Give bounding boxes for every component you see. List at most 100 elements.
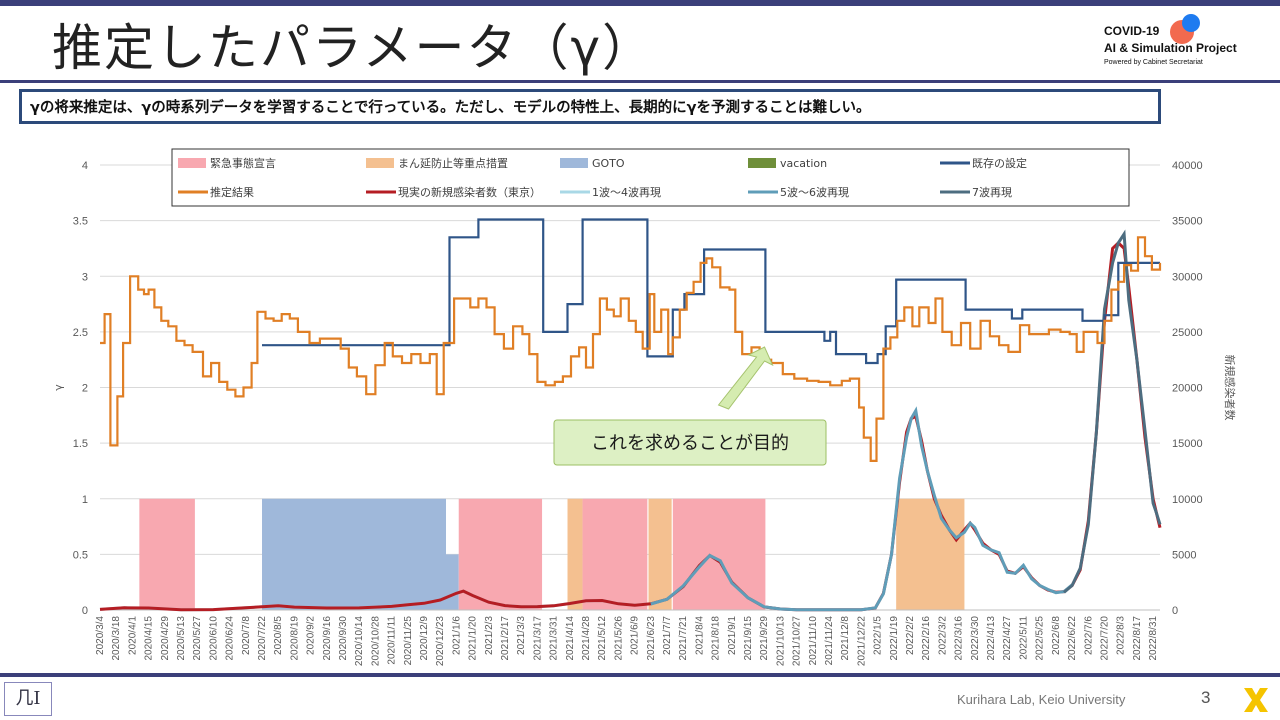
legend-label: 1波～4波再現 bbox=[592, 186, 661, 199]
region-bar bbox=[139, 498, 195, 610]
y-left-tick-label: 0 bbox=[82, 605, 88, 617]
legend-label: GOTO bbox=[592, 157, 625, 170]
y-right-axis-title: 新規感染者数 bbox=[1223, 355, 1237, 421]
x-tick-label: 2022/6/22 bbox=[1067, 616, 1078, 661]
x-tick-label: 2020/7/22 bbox=[257, 616, 268, 661]
x-tick-label: 2022/3/2 bbox=[937, 616, 948, 655]
x-tick-label: 2021/7/7 bbox=[662, 616, 673, 655]
region-bar bbox=[896, 498, 965, 610]
x-tick-label: 2021/10/13 bbox=[775, 616, 786, 666]
y-left-tick-label: 2.5 bbox=[73, 327, 88, 339]
title-rule bbox=[0, 80, 1280, 83]
legend-swatch bbox=[178, 158, 206, 168]
y-left-tick-label: 4 bbox=[82, 160, 88, 172]
x-tick-label: 2020/9/2 bbox=[306, 616, 317, 655]
y-left-axis-title: γ bbox=[52, 384, 65, 391]
x-tick-label: 2020/4/1 bbox=[127, 616, 138, 655]
x-tick-label: 2021/3/17 bbox=[532, 616, 543, 661]
series-estimated-line bbox=[100, 236, 1162, 462]
y-right-tick-label: 25000 bbox=[1172, 327, 1203, 339]
x-tick-label: 2022/7/6 bbox=[1083, 616, 1094, 655]
footer-credit: Kurihara Lab, Keio University bbox=[957, 692, 1126, 707]
x-tick-label: 2020/11/25 bbox=[403, 616, 414, 666]
x-tick-label: 2021/5/12 bbox=[597, 616, 608, 661]
y-right-tick-label: 35000 bbox=[1172, 216, 1203, 228]
y-left-tick-label: 1.5 bbox=[73, 438, 88, 450]
x-tick-label: 2022/7/20 bbox=[1099, 616, 1110, 661]
project-logo: COVID-19 AI & Simulation Project Powered… bbox=[1104, 14, 1264, 76]
x-tick-label: 2022/1/19 bbox=[889, 616, 900, 661]
x-tick-label: 2021/3/3 bbox=[516, 616, 527, 655]
x-tick-label: 2020/10/28 bbox=[370, 616, 381, 666]
x-tick-label: 2021/9/29 bbox=[759, 616, 770, 661]
legend-label: まん延防止等重点措置 bbox=[398, 156, 508, 170]
x-tick-label: 2020/4/29 bbox=[160, 616, 171, 661]
y-left-tick-label: 3 bbox=[82, 271, 88, 283]
x-tick-label: 2021/6/23 bbox=[646, 616, 657, 661]
x-tick-label: 2022/8/17 bbox=[1132, 616, 1143, 661]
top-rule bbox=[0, 0, 1280, 6]
x-tick-label: 2020/12/23 bbox=[435, 616, 446, 666]
x-tick-label: 2021/4/28 bbox=[581, 616, 592, 661]
x-tick-label: 2021/8/4 bbox=[694, 616, 705, 655]
region-bar bbox=[262, 498, 447, 610]
legend-label: 5波～6波再現 bbox=[780, 186, 849, 199]
x-tick-label: 2021/2/3 bbox=[484, 616, 495, 655]
logo-title: COVID-19 bbox=[1104, 24, 1160, 38]
x-tick-label: 2021/12/8 bbox=[840, 616, 851, 661]
x-tick-label: 2021/11/24 bbox=[824, 616, 835, 666]
legend-label: 現実の新規感染者数（東京） bbox=[398, 185, 541, 199]
x-tick-label: 2020/6/10 bbox=[208, 616, 219, 661]
x-tick-label: 2021/1/6 bbox=[451, 616, 462, 655]
x-tick-label: 2021/2/17 bbox=[500, 616, 511, 661]
x-tick-label: 2022/5/25 bbox=[1035, 616, 1046, 661]
page-title: 推定したパラメータ（γ） bbox=[52, 19, 655, 77]
legend-swatch bbox=[560, 158, 588, 168]
logo-powered-by: Powered by Cabinet Secretariat bbox=[1104, 59, 1203, 66]
x-tick-label: 2021/9/1 bbox=[727, 616, 738, 655]
legend-frame bbox=[171, 148, 1130, 207]
x-tick-label: 2020/10/14 bbox=[354, 616, 365, 666]
y-right-tick-label: 30000 bbox=[1172, 271, 1203, 283]
y-right-tick-label: 20000 bbox=[1172, 383, 1203, 395]
summary-box: γの将来推定は、γの時系列データを学習することで行っている。ただし、モデルの特性… bbox=[19, 89, 1161, 124]
series-existing-setting-line bbox=[262, 218, 1160, 365]
x-tick-label: 2020/9/30 bbox=[338, 616, 349, 661]
region-bar bbox=[567, 498, 583, 610]
logo-subtitle: AI & Simulation Project bbox=[1104, 41, 1237, 55]
x-tick-label: 2022/2/2 bbox=[905, 616, 916, 655]
x-tick-label: 2022/3/30 bbox=[970, 616, 981, 661]
series-wave7-line bbox=[1063, 229, 1162, 594]
x-tick-label: 2022/4/13 bbox=[986, 616, 997, 661]
x-tick-label: 2021/8/18 bbox=[711, 616, 722, 661]
x-tick-label: 2020/8/5 bbox=[273, 616, 284, 655]
x-tick-label: 2021/7/21 bbox=[678, 616, 689, 661]
legend-label: 7波再現 bbox=[972, 186, 1012, 199]
legend-label: vacation bbox=[780, 157, 827, 170]
annotation-arrow bbox=[717, 346, 774, 410]
page-number: 3 bbox=[1201, 688, 1211, 707]
x-tick-label: 2022/8/3 bbox=[1116, 616, 1127, 655]
x-tick-label: 2022/8/31 bbox=[1148, 616, 1159, 661]
x-tick-label: 2020/3/4 bbox=[95, 616, 106, 655]
region-bar bbox=[582, 498, 648, 610]
region-bar bbox=[458, 498, 543, 610]
bottom-rule bbox=[0, 673, 1280, 677]
x-tick-label: 2021/5/26 bbox=[613, 616, 624, 661]
y-left-tick-label: 3.5 bbox=[73, 216, 88, 228]
y-left-tick-label: 2 bbox=[82, 383, 88, 395]
region-bar bbox=[446, 554, 459, 610]
legend-label: 既存の設定 bbox=[972, 156, 1027, 170]
legend-swatch bbox=[366, 158, 394, 168]
y-right-tick-label: 15000 bbox=[1172, 438, 1203, 450]
x-tick-label: 2020/12/9 bbox=[419, 616, 430, 661]
x-tick-label: 2020/4/15 bbox=[144, 616, 155, 661]
y-left-tick-label: 0.5 bbox=[73, 549, 88, 561]
legend-swatch bbox=[748, 158, 776, 168]
x-tick-label: 2022/2/16 bbox=[921, 616, 932, 661]
x-tick-label: 2020/3/18 bbox=[111, 616, 122, 661]
x-tick-label: 2020/9/16 bbox=[322, 616, 333, 661]
x-tick-label: 2021/6/9 bbox=[630, 616, 641, 655]
x-tick-label: 2022/5/11 bbox=[1018, 616, 1029, 660]
